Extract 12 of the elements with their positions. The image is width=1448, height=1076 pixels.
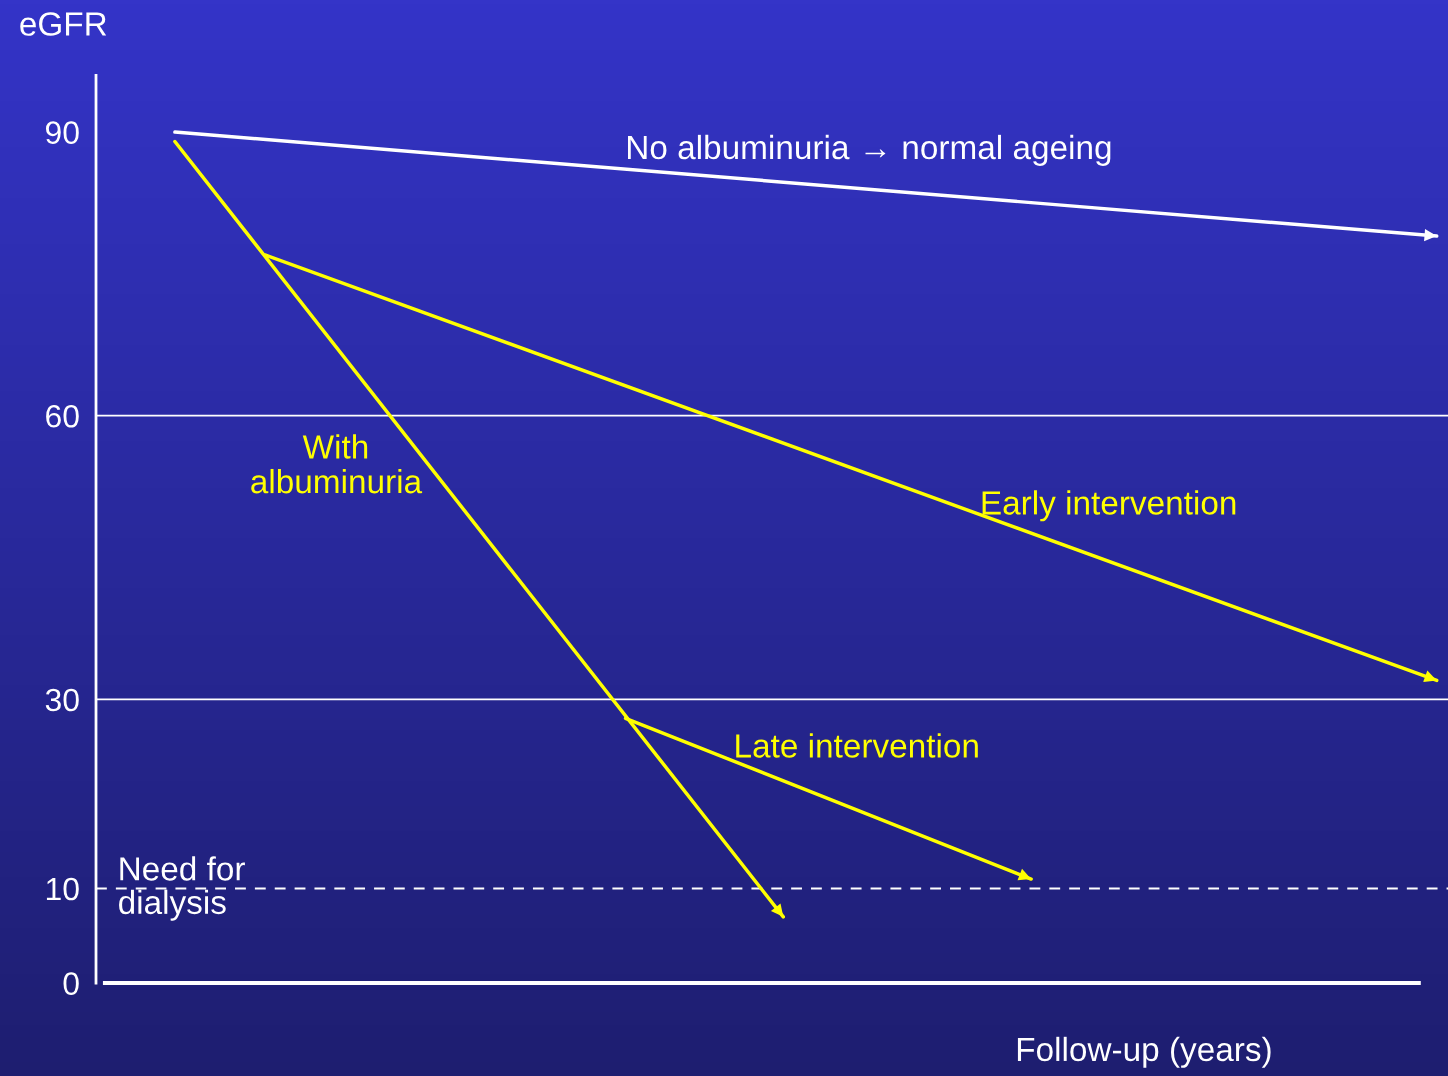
ref-line-label: Need for dialysis [119,856,245,921]
x-axis-title: Follow-up (years) [1017,1036,1271,1068]
y-tick-label: 60 [46,404,79,428]
y-tick-label: 90 [46,121,79,144]
y-tick-label: 0 [63,972,79,995]
series-label: Late intervention [736,733,978,758]
y-tick-label: 10 [46,877,79,901]
y-axis-title: eGFR [20,12,107,36]
y-tick-label: 30 [45,688,79,712]
series-label: No albuminuria → normal ageing [628,134,1111,166]
series-label: With albuminuria [251,434,423,494]
series-label: Early intervention [982,490,1236,522]
